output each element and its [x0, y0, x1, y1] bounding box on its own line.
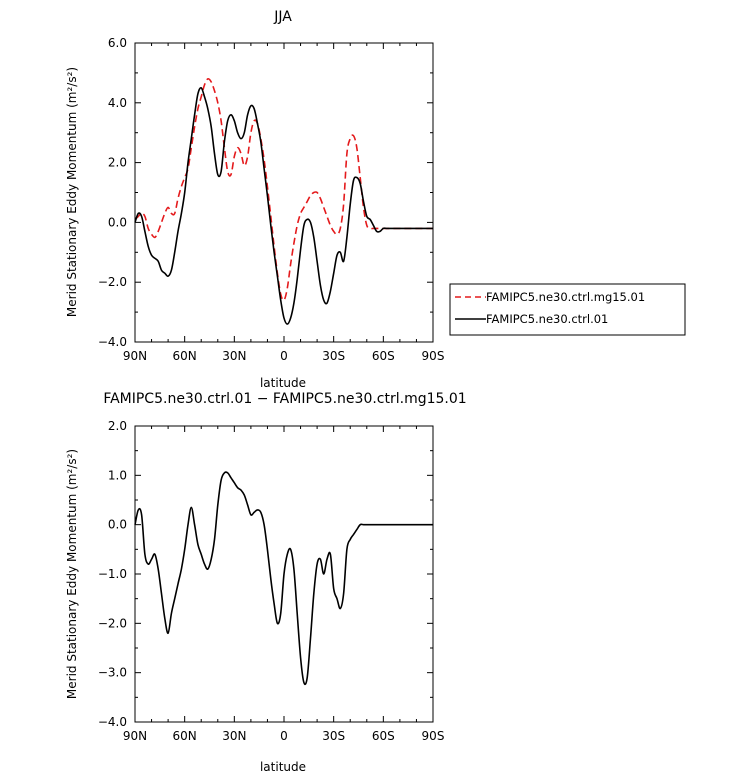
bottom-y-axis-label: Merid Stationary Eddy Momentum (m²/s²)	[65, 449, 79, 699]
top-series-lines	[134, 78, 433, 325]
top-series-line-0	[134, 78, 433, 302]
x-tick-label: 60N	[173, 349, 197, 363]
y-tick-label: 0.0	[108, 518, 127, 532]
y-tick-label: −4.0	[98, 715, 127, 729]
top-y-axis-label: Merid Stationary Eddy Momentum (m²/s²)	[65, 67, 79, 317]
x-tick-label: 30N	[222, 349, 246, 363]
y-tick-label: −2.0	[98, 275, 127, 289]
top-legend: FAMIPC5.ne30.ctrl.mg15.01 FAMIPC5.ne30.c…	[449, 283, 686, 336]
legend-label-ctrl: FAMIPC5.ne30.ctrl.01	[486, 312, 608, 326]
x-tick-label: 90N	[123, 349, 147, 363]
top-plot-frame	[134, 42, 434, 343]
x-tick-label: 0	[280, 349, 288, 363]
top-x-axis-label: latitude	[260, 376, 306, 390]
top-chart-title: JJA	[273, 9, 292, 25]
x-tick-label: 60N	[173, 729, 197, 743]
bottom-chart-title: FAMIPC5.ne30.ctrl.01 − FAMIPC5.ne30.ctrl…	[103, 391, 466, 407]
y-tick-label: 0.0	[108, 215, 127, 229]
top-series-line-1	[134, 86, 433, 325]
bottom-x-tick-labels: 90N 60N 30N 0 30S 60S 90S	[123, 729, 445, 743]
top-panel: JJA latitude Merid Stationary Eddy Momen…	[65, 9, 686, 390]
bottom-plot-frame	[134, 425, 434, 723]
y-tick-label: −2.0	[98, 616, 127, 630]
top-y-tick-labels: −4.0 −2.0 0.0 2.0 4.0 6.0	[98, 36, 127, 349]
x-tick-label: 90S	[422, 729, 445, 743]
x-tick-label: 90N	[123, 729, 147, 743]
x-tick-label: 60S	[372, 349, 395, 363]
x-tick-label: 0	[280, 729, 288, 743]
x-tick-label: 90S	[422, 349, 445, 363]
x-tick-label: 30S	[322, 349, 345, 363]
y-tick-label: 1.0	[108, 468, 127, 482]
top-x-tick-labels: 90N 60N 30N 0 30S 60S 90S	[123, 349, 445, 363]
y-tick-label: 2.0	[108, 419, 127, 433]
bottom-series-lines	[134, 471, 433, 686]
legend-label-mg15: FAMIPC5.ne30.ctrl.mg15.01	[486, 290, 645, 304]
bottom-y-tick-labels: −4.0 −3.0 −2.0 −1.0 0.0 1.0 2.0	[98, 419, 127, 729]
bottom-panel: FAMIPC5.ne30.ctrl.01 − FAMIPC5.ne30.ctrl…	[65, 391, 467, 774]
x-tick-label: 60S	[372, 729, 395, 743]
y-tick-label: 6.0	[108, 36, 127, 50]
y-tick-label: −3.0	[98, 666, 127, 680]
bottom-x-axis-label: latitude	[260, 760, 306, 774]
y-tick-label: 4.0	[108, 96, 127, 110]
y-tick-label: 2.0	[108, 156, 127, 170]
bot-series-line-0	[134, 471, 433, 686]
legend-box	[449, 283, 686, 336]
x-tick-label: 30N	[222, 729, 246, 743]
x-tick-label: 30S	[322, 729, 345, 743]
y-tick-label: −1.0	[98, 567, 127, 581]
y-tick-label: −4.0	[98, 335, 127, 349]
